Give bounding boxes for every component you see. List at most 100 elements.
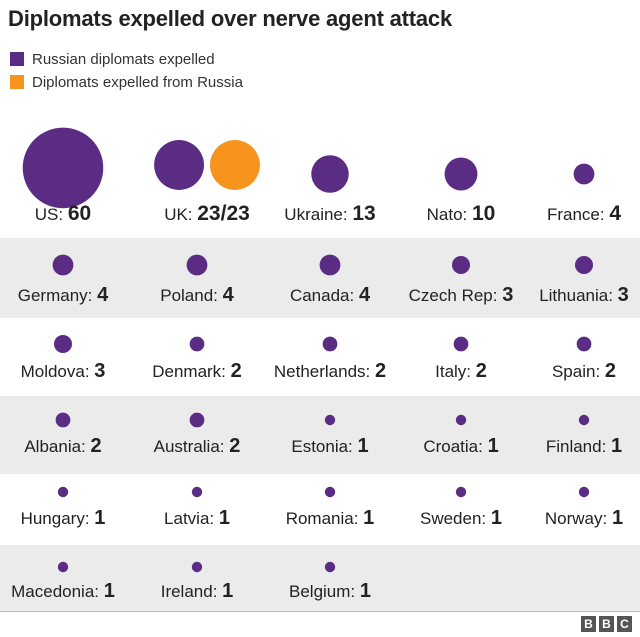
bubble-moldova	[53, 334, 73, 354]
label-value-denmark: 2	[231, 360, 242, 382]
label-netherlands: Netherlands: 2	[274, 360, 386, 382]
label-country-macedonia: Macedonia:	[11, 582, 104, 601]
label-country-albania: Albania:	[24, 437, 90, 456]
bubble-france	[573, 163, 595, 185]
label-country-germany: Germany:	[18, 286, 97, 305]
label-latvia: Latvia: 1	[164, 507, 230, 529]
label-country-norway: Norway:	[545, 509, 612, 528]
label-country-moldova: Moldova:	[21, 362, 95, 381]
label-value-italy: 2	[476, 360, 487, 382]
legend-item-russian: Russian diplomats expelled	[10, 50, 215, 68]
bubble-chart: US: 60 UK: 23/23 Ukraine: 13 Nato: 10 France…	[0, 127, 640, 611]
label-value-ireland: 1	[222, 580, 233, 602]
bbc-logo-letter: B	[581, 616, 596, 632]
label-us: US: 60	[35, 202, 91, 225]
label-value-australia: 2	[229, 435, 240, 457]
label-country-us: US:	[35, 205, 68, 224]
label-italy: Italy: 2	[435, 360, 487, 382]
label-france: France: 4	[547, 202, 621, 225]
bubble-sweden	[455, 486, 467, 498]
label-country-hungary: Hungary:	[21, 509, 95, 528]
bubble-netherlands	[322, 336, 338, 352]
row-band	[0, 545, 640, 611]
legend-label-from-russia: Diplomats expelled from Russia	[32, 73, 243, 91]
bubble-finland	[578, 414, 590, 426]
bubble-romania	[324, 486, 336, 498]
label-macedonia: Macedonia: 1	[11, 580, 115, 602]
label-country-latvia: Latvia:	[164, 509, 219, 528]
label-hungary: Hungary: 1	[21, 507, 106, 529]
label-australia: Australia: 2	[154, 435, 241, 457]
bubble-australia	[189, 412, 205, 428]
label-moldova: Moldova: 3	[21, 360, 106, 382]
label-value-macedonia: 1	[104, 580, 115, 602]
bubble-uk-from-russia	[210, 140, 260, 190]
label-country-ireland: Ireland:	[161, 582, 222, 601]
label-country-netherlands: Netherlands:	[274, 362, 375, 381]
bubble-denmark	[189, 336, 205, 352]
label-romania: Romania: 1	[286, 507, 375, 529]
label-country-uk: UK:	[164, 205, 197, 224]
footer-divider	[0, 611, 640, 612]
label-value-romania: 1	[363, 507, 374, 529]
bubble-hungary	[57, 486, 69, 498]
bbc-logo-letter: C	[617, 616, 632, 632]
bubble-italy	[453, 336, 469, 352]
label-country-finland: Finland:	[546, 437, 611, 456]
label-canada: Canada: 4	[290, 284, 371, 306]
label-value-uk: 23/23	[197, 202, 250, 225]
bubble-czech-rep	[451, 255, 471, 275]
label-value-poland: 4	[223, 284, 235, 306]
label-finland: Finland: 1	[546, 435, 622, 457]
label-value-lithuania: 3	[618, 284, 629, 306]
label-ireland: Ireland: 1	[161, 580, 234, 602]
bubble-spain	[576, 336, 592, 352]
label-uk: UK: 23/23	[164, 202, 250, 225]
label-country-france: France:	[547, 205, 609, 224]
label-sweden: Sweden: 1	[420, 507, 502, 529]
label-belgium: Belgium: 1	[289, 580, 371, 602]
label-germany: Germany: 4	[18, 284, 109, 306]
label-country-czech-rep: Czech Rep:	[409, 286, 503, 305]
label-value-nato: 10	[472, 202, 495, 225]
bubble-nato	[444, 157, 478, 191]
bubble-albania	[55, 412, 71, 428]
bubble-uk-russian	[154, 140, 204, 190]
label-lithuania: Lithuania: 3	[539, 284, 629, 306]
label-country-croatia: Croatia:	[423, 437, 487, 456]
row-band	[0, 238, 640, 318]
label-czech-rep: Czech Rep: 3	[409, 284, 514, 306]
label-country-poland: Poland:	[160, 286, 222, 305]
label-estonia: Estonia: 1	[291, 435, 368, 457]
label-value-norway: 1	[612, 507, 623, 529]
label-country-ukraine: Ukraine:	[284, 205, 352, 224]
bubble-germany	[52, 254, 74, 276]
label-value-germany: 4	[97, 284, 109, 306]
bbc-logo-letter: B	[599, 616, 614, 632]
label-value-estonia: 1	[358, 435, 369, 457]
label-country-italy: Italy:	[435, 362, 476, 381]
bbc-logo: B B C	[581, 616, 632, 632]
label-value-czech-rep: 3	[502, 284, 513, 306]
label-value-croatia: 1	[488, 435, 499, 457]
bubble-macedonia	[57, 561, 69, 573]
label-country-nato: Nato:	[427, 205, 472, 224]
label-value-sweden: 1	[491, 507, 502, 529]
label-norway: Norway: 1	[545, 507, 623, 529]
bubble-belgium	[324, 561, 336, 573]
label-value-canada: 4	[359, 284, 371, 306]
label-country-sweden: Sweden:	[420, 509, 491, 528]
label-croatia: Croatia: 1	[423, 435, 498, 457]
bubble-lithuania	[574, 255, 594, 275]
legend-swatch-russian	[10, 52, 24, 66]
label-spain: Spain: 2	[552, 360, 616, 382]
legend-label-russian: Russian diplomats expelled	[32, 50, 215, 68]
label-country-australia: Australia:	[154, 437, 230, 456]
label-country-estonia: Estonia:	[291, 437, 357, 456]
bubble-poland	[186, 254, 208, 276]
bubble-croatia	[455, 414, 467, 426]
label-value-ukraine: 13	[352, 202, 375, 225]
label-denmark: Denmark: 2	[152, 360, 242, 382]
label-value-us: 60	[68, 202, 91, 225]
legend-swatch-from-russia	[10, 75, 24, 89]
